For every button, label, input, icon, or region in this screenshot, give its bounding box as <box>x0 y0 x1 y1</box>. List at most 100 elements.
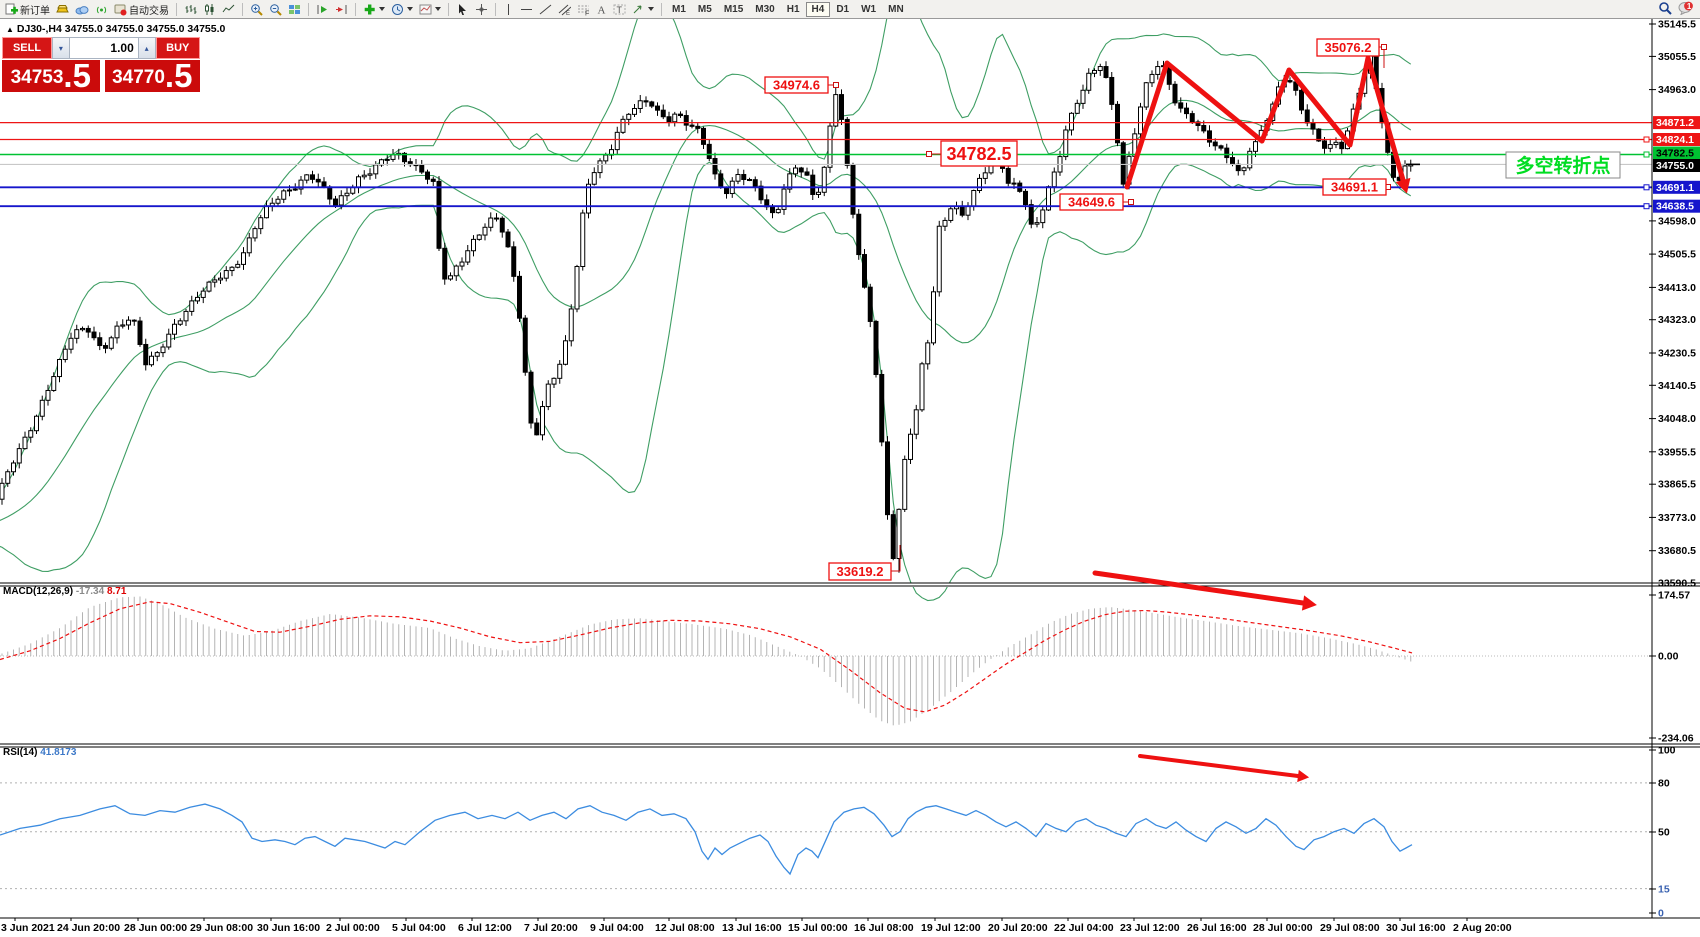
fibonacci-icon[interactable]: F <box>574 1 593 17</box>
candle <box>1138 106 1143 135</box>
candle <box>1310 122 1316 130</box>
candle <box>1005 167 1011 184</box>
buy-button[interactable]: BUY <box>155 37 201 59</box>
price-annotation-text: 34974.6 <box>773 78 820 93</box>
buy-price[interactable]: 34770.5 <box>104 59 200 92</box>
line-chart-icon[interactable] <box>219 1 238 17</box>
line-handle[interactable] <box>1643 136 1650 143</box>
candle <box>568 308 574 342</box>
price-annotation-box[interactable] <box>764 76 829 94</box>
candle <box>166 333 172 348</box>
line-handle[interactable] <box>1643 203 1650 210</box>
time-tick: 9 Jul 04:00 <box>590 922 644 934</box>
indicators-button[interactable] <box>360 1 388 17</box>
candle <box>896 508 902 560</box>
auto-trading-button[interactable]: 自动交易 <box>111 1 172 17</box>
candle <box>574 265 580 310</box>
candle <box>350 187 356 194</box>
candle <box>637 100 643 109</box>
candle <box>971 190 977 207</box>
candle <box>1299 89 1304 111</box>
notification-icon[interactable]: 1 <box>1678 1 1694 18</box>
price-annotation-box[interactable] <box>828 562 892 581</box>
line-handle[interactable] <box>1643 184 1650 191</box>
candle <box>172 323 177 335</box>
trendline-icon[interactable] <box>536 1 555 17</box>
periods-button[interactable] <box>388 1 416 17</box>
note-box[interactable] <box>1505 151 1621 179</box>
candlestick-icon[interactable] <box>200 1 219 17</box>
text-icon[interactable]: A <box>593 1 610 17</box>
templates-button[interactable] <box>416 1 444 17</box>
volume-input[interactable] <box>69 37 138 59</box>
timeframe-w1[interactable]: W1 <box>861 3 877 15</box>
candle <box>246 237 252 254</box>
candle <box>614 131 620 151</box>
cursor-icon[interactable] <box>453 1 472 17</box>
candle <box>712 158 718 175</box>
timeframe-m5[interactable]: M5 <box>697 3 712 15</box>
trend-arrow[interactable] <box>1124 55 1406 190</box>
crosshair-icon[interactable] <box>472 1 491 17</box>
arrows-tool-button[interactable] <box>629 1 657 17</box>
line-handle[interactable] <box>1643 151 1650 158</box>
candle <box>1339 141 1345 150</box>
bar-chart-icon[interactable] <box>181 1 200 17</box>
price-annotation-box[interactable] <box>1316 38 1380 57</box>
timeframe-h4[interactable]: H4 <box>805 1 831 17</box>
candle <box>965 205 971 216</box>
sell-price[interactable]: 34753.5 <box>2 59 100 92</box>
candle <box>327 186 333 200</box>
cloud-icon[interactable] <box>72 1 92 17</box>
candle <box>494 217 499 220</box>
sell-button[interactable]: SELL <box>2 37 53 59</box>
price-annotation-box[interactable] <box>940 140 1018 167</box>
text-label-icon[interactable]: T <box>610 1 629 17</box>
candle <box>557 363 563 379</box>
signal-icon[interactable] <box>92 1 111 17</box>
candle <box>206 281 212 292</box>
market-watch-icon[interactable] <box>53 1 72 17</box>
equidistant-channel-icon[interactable]: E <box>555 1 574 17</box>
candle <box>919 363 925 411</box>
candle <box>448 275 453 280</box>
time-tick: 26 Jul 16:00 <box>1187 922 1247 934</box>
tile-windows-icon[interactable] <box>285 1 304 17</box>
time-tick: 5 Jul 04:00 <box>392 922 446 934</box>
price-annotation-box[interactable] <box>1322 178 1387 196</box>
candle <box>103 345 108 349</box>
candle <box>258 217 264 230</box>
chevron-down-icon <box>379 7 385 11</box>
trend-arrow[interactable] <box>1092 570 1306 606</box>
candle <box>1224 147 1230 159</box>
zoom-out-icon[interactable] <box>266 1 285 17</box>
horizontal-line-icon[interactable] <box>517 1 536 17</box>
time-tick: 7 Jul 20:00 <box>524 922 578 934</box>
svg-text:34691.1: 34691.1 <box>1656 182 1694 194</box>
volume-decrease-button[interactable]: ▾ <box>52 37 70 59</box>
timeframe-mn[interactable]: MN <box>888 3 904 15</box>
chevron-down-icon <box>435 7 441 11</box>
timeframe-m1[interactable]: M1 <box>672 3 686 15</box>
candle <box>114 325 120 339</box>
new-order-button[interactable]: 新订单 <box>2 1 53 17</box>
trend-arrow[interactable] <box>1138 754 1300 778</box>
candle <box>982 172 988 179</box>
auto-scroll-icon[interactable] <box>313 1 332 17</box>
chart-shift-icon[interactable] <box>332 1 351 17</box>
symbol-collapse-icon[interactable]: ▲ <box>6 25 14 34</box>
volume-increase-button[interactable]: ▴ <box>137 37 156 59</box>
price-annotation-box[interactable] <box>1059 193 1124 211</box>
candle <box>747 178 752 181</box>
macd-tick: -234.06 <box>1658 733 1694 745</box>
zoom-in-icon[interactable] <box>247 1 266 17</box>
timeframe-m30[interactable]: M30 <box>755 3 775 15</box>
timeframe-h1[interactable]: H1 <box>786 3 800 15</box>
timeframe-m15[interactable]: M15 <box>723 3 744 15</box>
timeframe-d1[interactable]: D1 <box>836 3 850 15</box>
search-icon[interactable] <box>1658 1 1672 18</box>
toolbar-separator <box>242 2 243 16</box>
candle <box>931 291 936 344</box>
vertical-line-icon[interactable] <box>500 1 517 17</box>
